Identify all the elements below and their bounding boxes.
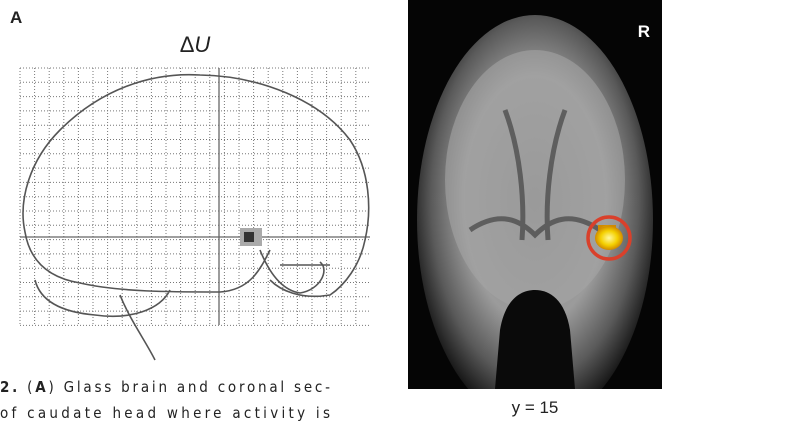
coronal-image bbox=[408, 0, 662, 424]
caption-line: 2. (A) Glass brain and coronal sec- bbox=[0, 378, 330, 396]
activation bbox=[244, 232, 254, 242]
caption-line: of caudate head where activity is bbox=[0, 404, 330, 422]
slice-label: y = 15 bbox=[512, 398, 559, 417]
caption-text: ) Glass brain and coronal sec- bbox=[48, 378, 330, 396]
side-label: R bbox=[638, 22, 650, 41]
glass-brain-grid bbox=[20, 68, 370, 325]
caption-text: of caudate head where activity is bbox=[0, 404, 330, 422]
glass-brain-title: ΔU bbox=[180, 32, 211, 57]
caption-text: 2. bbox=[0, 378, 17, 396]
glass-brain-outline bbox=[23, 75, 369, 360]
caption: 2. (A) Glass brain and coronal sec-of ca… bbox=[0, 378, 330, 422]
figure: A ΔU R y = 15 2. (A) Glass brain and cor… bbox=[0, 0, 809, 424]
title-symbol: Δ bbox=[180, 32, 195, 57]
brain bbox=[445, 50, 625, 310]
activation-blob-core bbox=[595, 226, 623, 250]
panel-label: A bbox=[10, 8, 22, 27]
title-variable: U bbox=[194, 32, 210, 57]
caption-text: ( bbox=[20, 378, 32, 396]
caption-text: A bbox=[35, 378, 46, 396]
page: A ΔU R y = 15 2. (A) Glass brain and cor… bbox=[0, 0, 809, 424]
